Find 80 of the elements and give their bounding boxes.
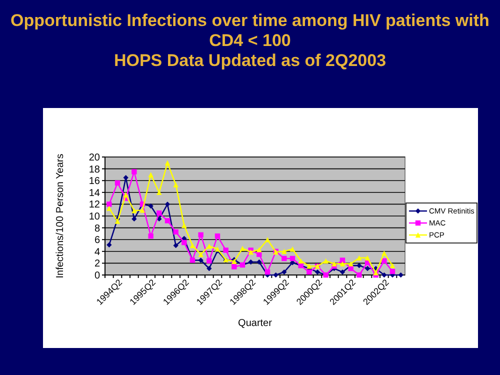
chart-title: Opportunistic Infections over time among HIV patients with CD4 < 100 HOPS Data Updated as of 2Q2003 bbox=[10, 11, 490, 70]
y-tick-label: 10 bbox=[88, 212, 100, 222]
point bbox=[314, 269, 320, 275]
point bbox=[156, 190, 162, 195]
point bbox=[256, 247, 262, 252]
point bbox=[282, 256, 287, 262]
point bbox=[140, 208, 146, 213]
point bbox=[182, 222, 187, 228]
point bbox=[106, 206, 112, 211]
point bbox=[306, 264, 312, 269]
point bbox=[398, 272, 404, 278]
y-tick-label: 6 bbox=[94, 235, 100, 246]
point bbox=[382, 258, 387, 264]
point bbox=[348, 266, 354, 272]
point bbox=[264, 269, 270, 275]
point bbox=[223, 248, 228, 253]
y-tick-label: 0 bbox=[94, 270, 100, 282]
point bbox=[340, 269, 346, 275]
point bbox=[356, 255, 362, 260]
point bbox=[164, 160, 170, 166]
point bbox=[198, 252, 204, 257]
point bbox=[156, 210, 162, 216]
point bbox=[206, 243, 212, 249]
point bbox=[323, 258, 328, 264]
point bbox=[132, 169, 137, 174]
x-axis-title: Quarter bbox=[238, 318, 273, 329]
point bbox=[198, 232, 204, 238]
point bbox=[148, 233, 154, 239]
point bbox=[290, 246, 296, 252]
y-tick-label: 4 bbox=[94, 246, 100, 258]
point bbox=[390, 268, 396, 274]
point bbox=[264, 237, 270, 242]
point bbox=[114, 180, 120, 186]
y-tick-label: 12 bbox=[88, 200, 100, 211]
point bbox=[248, 259, 254, 265]
point bbox=[306, 269, 312, 275]
point bbox=[282, 269, 287, 275]
point bbox=[282, 248, 287, 254]
point bbox=[106, 242, 112, 248]
point bbox=[132, 216, 137, 222]
point bbox=[173, 242, 178, 248]
point bbox=[106, 202, 112, 207]
point bbox=[132, 208, 137, 214]
point bbox=[256, 252, 262, 257]
point bbox=[373, 270, 378, 276]
y-tick-label: 16 bbox=[88, 176, 100, 188]
point bbox=[356, 272, 362, 278]
point bbox=[164, 218, 170, 224]
point bbox=[340, 258, 346, 263]
point bbox=[382, 272, 387, 278]
point bbox=[273, 272, 278, 278]
point bbox=[114, 218, 120, 224]
point bbox=[356, 262, 362, 268]
point bbox=[390, 262, 396, 268]
point bbox=[173, 229, 178, 235]
point bbox=[148, 203, 154, 209]
point bbox=[214, 233, 220, 239]
point bbox=[290, 256, 296, 262]
y-tick-label: 18 bbox=[88, 164, 100, 176]
point bbox=[206, 258, 212, 264]
point bbox=[198, 258, 204, 263]
point bbox=[382, 250, 387, 256]
point bbox=[298, 258, 304, 264]
point bbox=[148, 172, 154, 178]
point bbox=[364, 255, 370, 260]
y-tick-label: 14 bbox=[88, 188, 100, 199]
point bbox=[173, 182, 178, 188]
point bbox=[256, 259, 262, 265]
point bbox=[123, 192, 128, 198]
point bbox=[240, 246, 246, 252]
y-tick-label: 2 bbox=[94, 258, 100, 270]
point bbox=[182, 240, 187, 246]
point bbox=[206, 266, 212, 272]
point bbox=[340, 261, 346, 266]
point bbox=[232, 264, 237, 270]
y-tick-label: 8 bbox=[94, 223, 100, 234]
y-tick-label: 20 bbox=[88, 152, 100, 164]
point bbox=[332, 261, 337, 266]
y-axis-title: Infections/100 Person Years bbox=[55, 154, 66, 278]
point bbox=[164, 202, 170, 207]
